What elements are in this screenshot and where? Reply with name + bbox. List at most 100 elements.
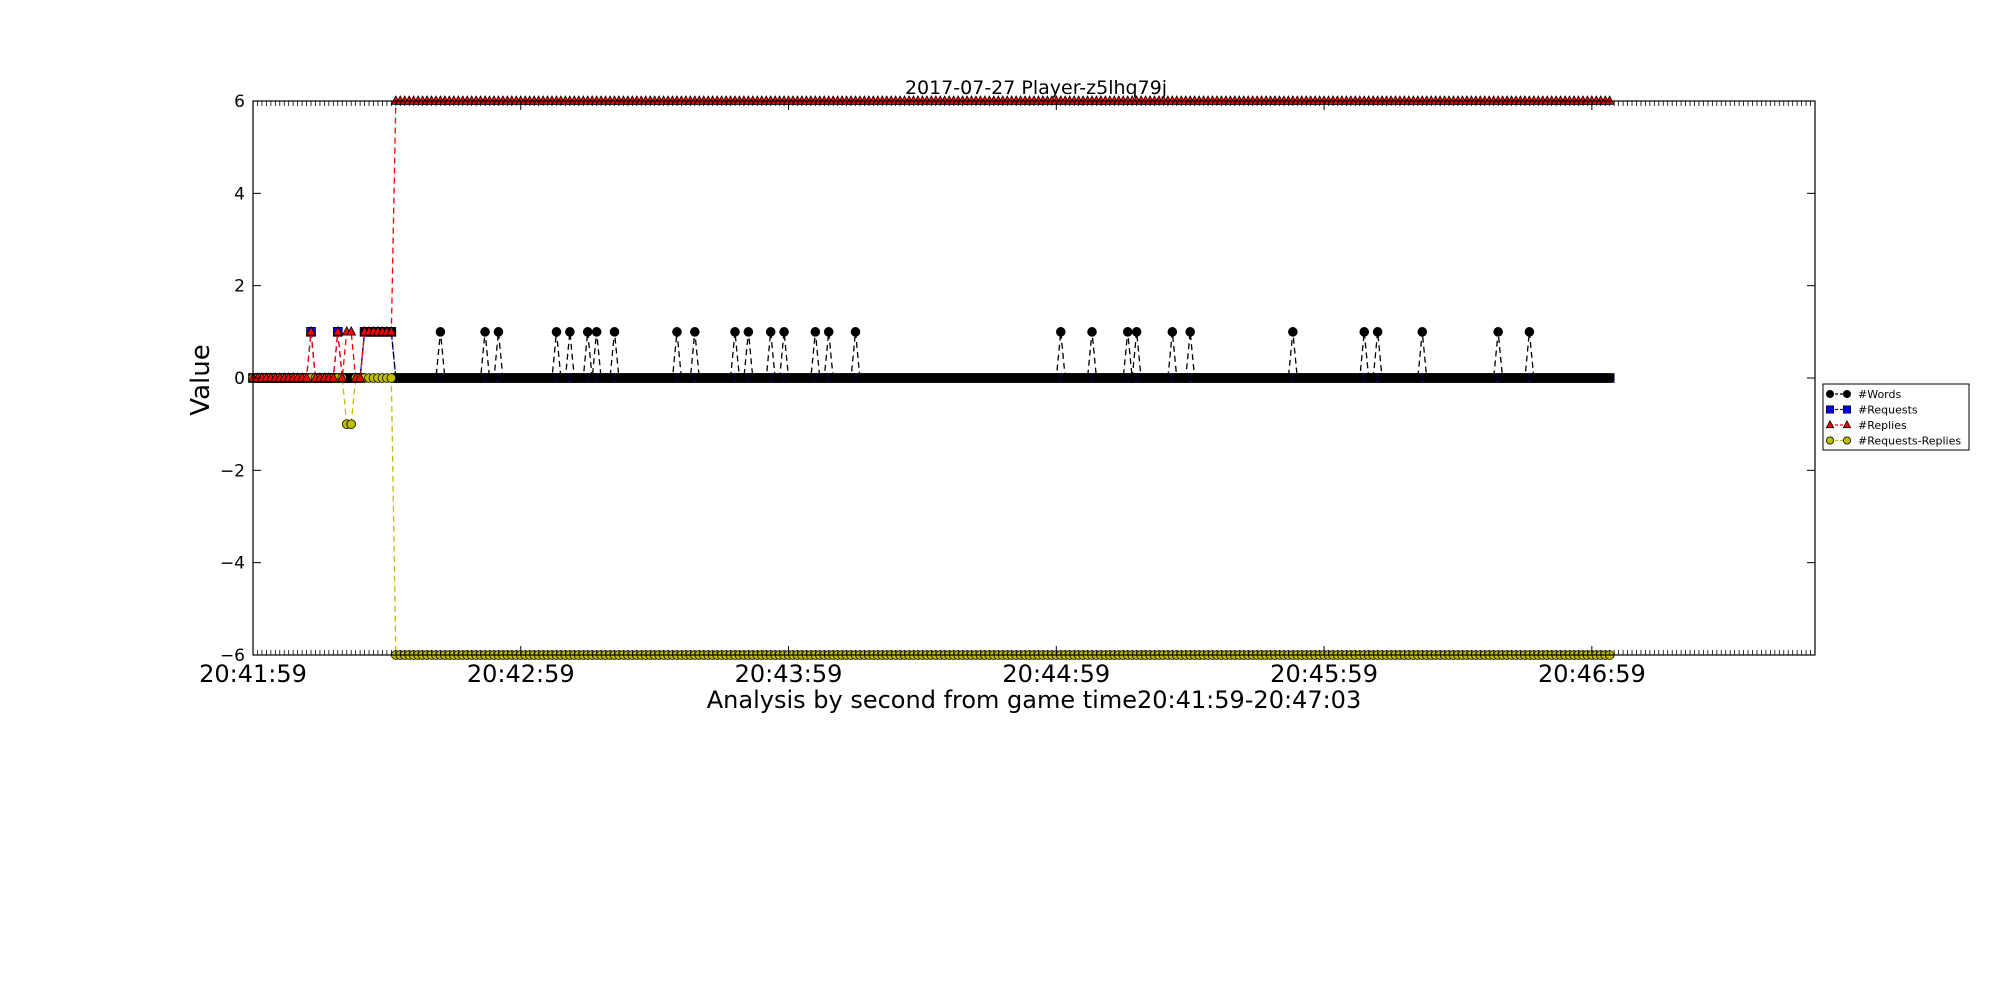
data-point [667, 373, 678, 383]
legend-marker [1826, 405, 1835, 414]
data-point [690, 327, 700, 337]
data-point [1051, 373, 1062, 383]
series--words [248, 327, 1615, 383]
data-point [578, 373, 589, 383]
data-point [1413, 373, 1423, 383]
data-point [1354, 373, 1365, 383]
data-point [475, 373, 486, 383]
data-point [743, 327, 754, 337]
legend-marker [1843, 405, 1852, 414]
data-point [1087, 327, 1097, 337]
legend-marker [1843, 436, 1852, 445]
legend: #Words #Requests #Replies #Requests-Replies [1822, 383, 1970, 451]
data-point [551, 327, 562, 337]
x-tick-label: 20:45:59 [1270, 660, 1378, 688]
legend-label: #Requests-Replies [1858, 435, 1961, 448]
y-tick-label: −4 [220, 554, 245, 574]
legend-entry: #Words [1826, 388, 1901, 401]
data-point [605, 373, 615, 383]
data-point [1131, 327, 1142, 337]
data-point [1118, 373, 1129, 383]
data-point [480, 327, 490, 337]
data-point [435, 327, 446, 337]
x-axis-label: Analysis by second from game time20:41:5… [707, 686, 1361, 714]
legend-marker [1843, 389, 1852, 398]
data-point [1180, 373, 1191, 383]
data-point [730, 327, 740, 337]
data-point [1283, 373, 1294, 383]
data-point [1122, 327, 1133, 337]
y-tick-label: −6 [220, 646, 245, 666]
data-point [1082, 373, 1093, 383]
data-point [337, 372, 348, 382]
legend-entry: #Requests [1826, 404, 1918, 417]
x-tick-label: 20:43:59 [735, 660, 843, 688]
data-point [823, 327, 834, 337]
data-point [565, 327, 575, 337]
data-point [591, 327, 602, 337]
y-tick-label: 6 [234, 92, 245, 112]
data-point [1372, 327, 1383, 337]
y-axis-label: Value [186, 344, 216, 415]
x-tick-label: 20:41:59 [199, 660, 307, 688]
data-point [779, 327, 789, 337]
data-point [846, 373, 856, 383]
data-point [810, 327, 821, 337]
legend-marker [1826, 389, 1835, 398]
data-point [685, 373, 696, 383]
data-point [609, 327, 620, 337]
y-tick-label: 4 [234, 184, 245, 204]
data-point [1493, 327, 1503, 337]
data-point [355, 372, 366, 382]
data-point [346, 325, 357, 336]
data-point [1163, 373, 1173, 383]
x-tick-label: 20:46:59 [1538, 660, 1646, 688]
data-point [1604, 373, 1615, 383]
data-point [1417, 327, 1428, 337]
data-point [1488, 373, 1499, 383]
data-point [1127, 373, 1137, 383]
data-point [1055, 327, 1066, 337]
data-point [547, 373, 557, 383]
data-point [1520, 373, 1530, 383]
legend-label: #Words [1858, 388, 1901, 401]
data-point [774, 373, 785, 383]
x-tick-label: 20:44:59 [1002, 660, 1110, 688]
data-point [1167, 327, 1178, 337]
data-point [386, 325, 397, 336]
y-tick-label: 0 [234, 369, 245, 389]
data-point [386, 373, 397, 383]
data-point [489, 373, 499, 383]
data-point [1524, 327, 1535, 337]
data-point [739, 373, 749, 383]
data-point [1288, 327, 1298, 337]
data-point [806, 373, 816, 383]
data-point [672, 327, 682, 337]
series-layer [247, 95, 1615, 660]
data-point [587, 373, 597, 383]
data-point [332, 325, 343, 336]
legend-marker [1825, 420, 1835, 429]
data-point [305, 325, 317, 336]
legend-label: #Requests [1858, 404, 1918, 417]
data-point [850, 327, 861, 337]
legend-marker [1826, 436, 1835, 445]
data-point [1359, 327, 1370, 337]
data-point [761, 373, 772, 383]
legend-entry: #Replies [1825, 419, 1907, 432]
chart-title: 2017-07-27 Player-z5lhq79j [905, 77, 1167, 99]
data-point [346, 419, 356, 429]
data-point [725, 373, 736, 383]
y-tick-label: −2 [220, 461, 245, 481]
x-tick-label: 20:42:59 [467, 660, 575, 688]
legend-entry: #Requests-Replies [1826, 435, 1961, 448]
y-tick-label: 2 [234, 277, 245, 297]
data-point [301, 372, 312, 382]
data-point [328, 372, 339, 382]
data-point [493, 327, 504, 337]
data-point [560, 373, 571, 383]
axes: 20:41:59 20:42:59 20:43:59 20:44:59 20:45:59… [199, 92, 1816, 688]
legend-marker [1842, 420, 1852, 429]
data-point [431, 373, 441, 383]
